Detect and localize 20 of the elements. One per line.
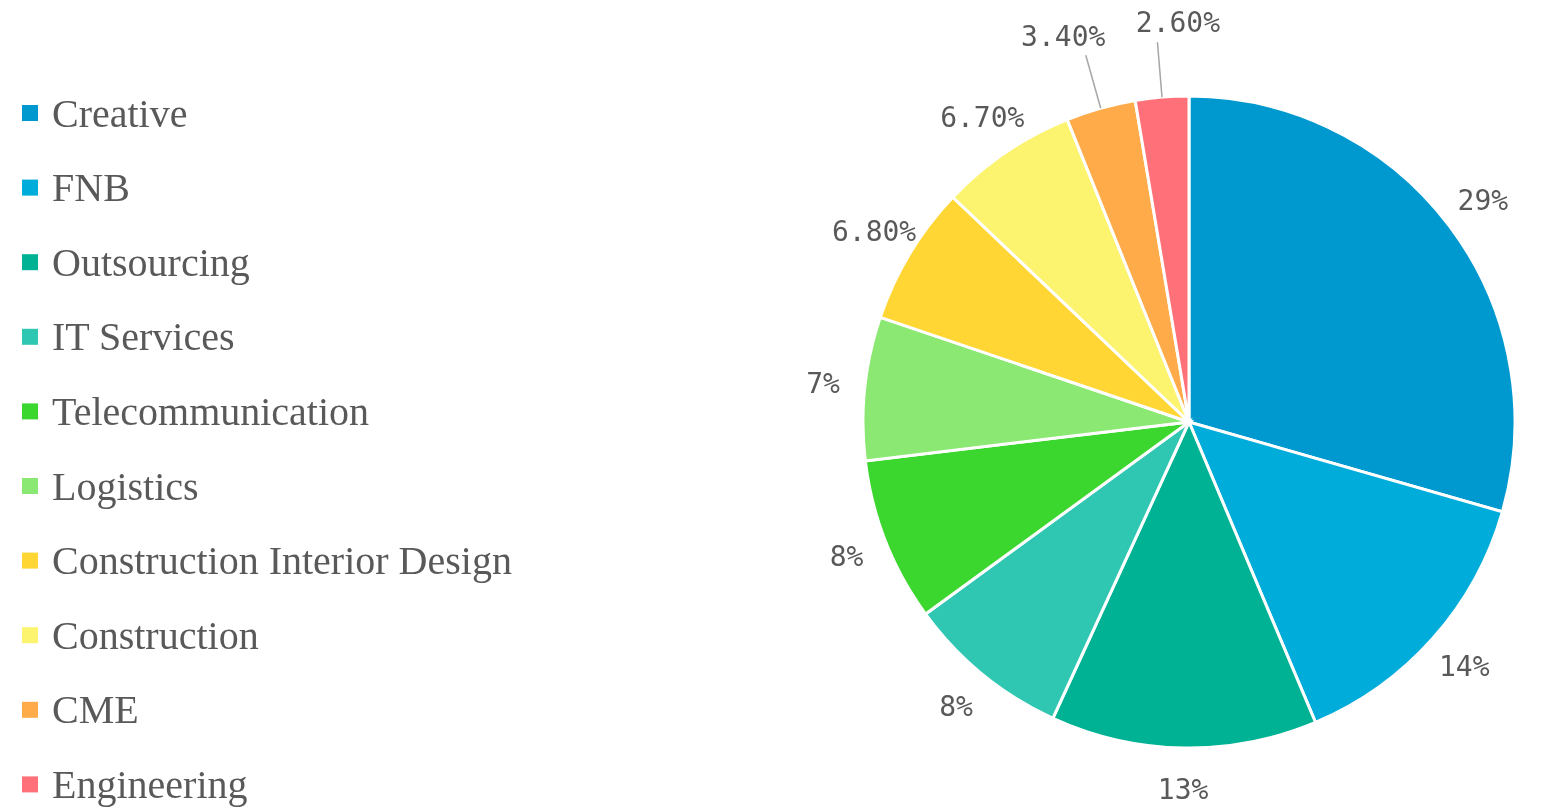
legend-label: FNB: [52, 165, 130, 211]
data-label: 6.70%: [940, 101, 1025, 135]
legend-label: Construction Interior Design: [52, 538, 512, 584]
legend-label: Outsourcing: [52, 239, 250, 285]
data-label: 29%: [1457, 184, 1509, 218]
legend-label: Telecommunication: [52, 388, 370, 434]
legend-label: Construction: [52, 612, 259, 658]
legend-label: Engineering: [52, 761, 248, 807]
legend-label: Creative: [52, 90, 188, 136]
legend-label: Logistics: [52, 463, 199, 509]
data-label: 7%: [806, 367, 840, 401]
data-label: 13%: [1157, 773, 1209, 807]
data-label: 8%: [829, 540, 864, 574]
data-label: 3.40%: [1021, 19, 1106, 53]
data-label: 14%: [1439, 649, 1490, 683]
data-label: 8%: [939, 690, 973, 724]
data-label: 6.80%: [831, 215, 917, 249]
data-label: 2.60%: [1135, 5, 1221, 39]
legend-label: CME: [52, 687, 139, 733]
legend-label: IT Services: [52, 314, 235, 360]
